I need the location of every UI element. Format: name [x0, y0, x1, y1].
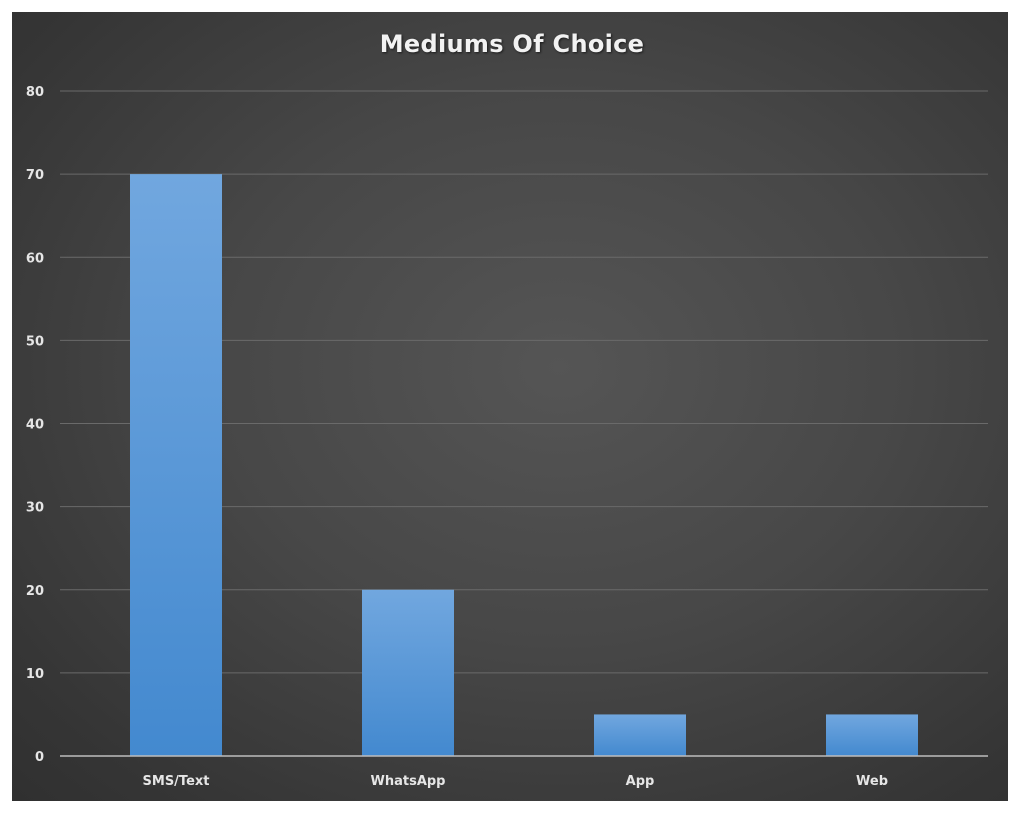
x-tick-label: WhatsApp	[371, 774, 446, 789]
y-tick-label: 70	[26, 168, 44, 183]
bar	[362, 589, 454, 756]
y-tick-label: 60	[26, 251, 44, 266]
y-tick-label: 20	[26, 584, 44, 599]
x-tick-label: SMS/Text	[143, 774, 210, 789]
bar	[826, 714, 918, 756]
y-tick-label: 10	[26, 667, 44, 682]
y-tick-label: 0	[35, 750, 44, 765]
y-tick-label: 40	[26, 418, 44, 433]
y-tick-label: 50	[26, 334, 44, 349]
bar	[130, 174, 222, 756]
y-tick-label: 30	[26, 501, 44, 516]
y-tick-label: 80	[26, 85, 44, 100]
chart-title: Mediums Of Choice	[379, 30, 645, 58]
bar	[594, 714, 686, 756]
x-tick-label: App	[626, 774, 655, 789]
x-tick-label: Web	[856, 774, 888, 789]
